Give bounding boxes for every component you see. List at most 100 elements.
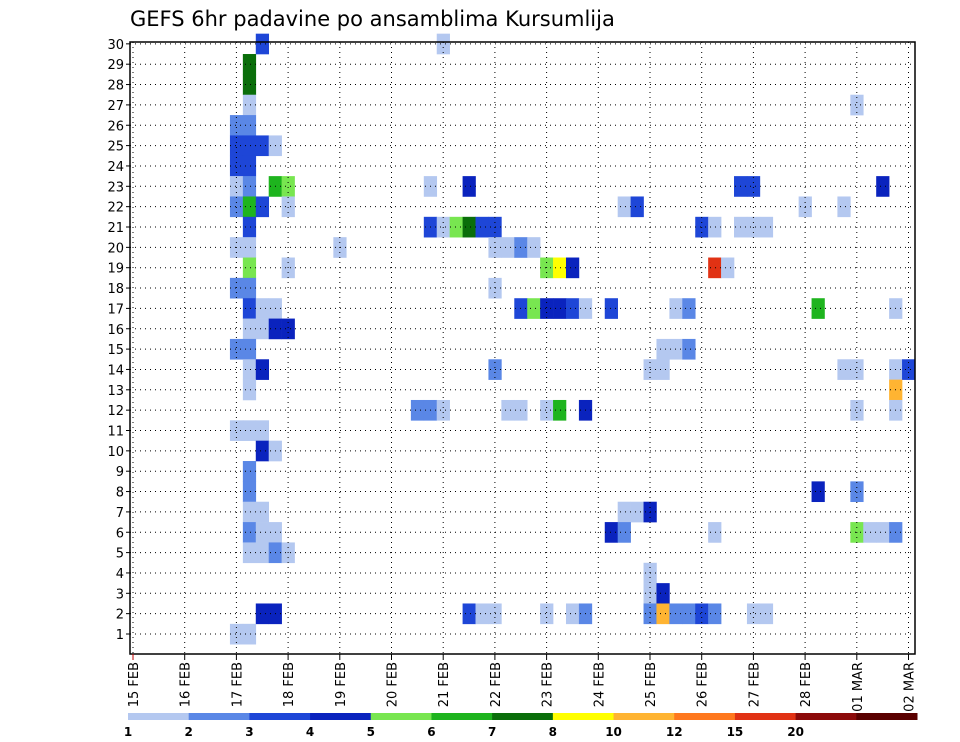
heatmap-cell [436, 399, 450, 421]
heatmap-cell [255, 603, 270, 625]
legend-label: 5 [367, 725, 375, 739]
legend-label: 6 [427, 725, 435, 739]
y-tick-label: 13 [107, 384, 124, 399]
heatmap-cell [281, 318, 295, 340]
heatmap-cell [540, 399, 554, 421]
y-tick-label: 21 [107, 221, 124, 236]
x-tick-label: 18 FEB [282, 662, 297, 707]
x-tick-label: 26 FEB [696, 662, 711, 707]
y-tick-label: 8 [116, 486, 124, 501]
heatmap-cell [565, 298, 580, 319]
heatmap-cell [721, 257, 735, 279]
y-tick-label: 3 [116, 587, 124, 602]
heatmap-cell [255, 359, 270, 380]
x-tick-label: 20 FEB [386, 662, 401, 707]
legend-swatch [674, 713, 736, 720]
heatmap-cell [501, 399, 515, 421]
y-tick-label: 14 [107, 363, 124, 378]
legend-label: 10 [605, 725, 622, 739]
heatmap-cell [229, 135, 244, 157]
x-axis-ticks: 15 FEB 16 FEB 17 FEB 18 FEB 19 FEB 20 FEB 21 F… [127, 654, 918, 712]
heatmap-cell [242, 420, 257, 441]
y-tick-label: 18 [107, 282, 124, 297]
heatmap-cell [229, 196, 244, 218]
heatmap-cell [850, 481, 864, 503]
y-tick-label: 20 [107, 241, 124, 256]
heatmap-cell [242, 522, 257, 543]
heatmap-cell [255, 298, 270, 319]
heatmap-cell [656, 603, 670, 625]
y-tick-label: 24 [107, 160, 124, 175]
heatmap-cell [811, 298, 825, 319]
heatmap-cell [540, 298, 554, 319]
heatmap-cell [242, 216, 257, 238]
legend-swatch [795, 713, 857, 720]
heatmap-cell [708, 216, 722, 238]
heatmap-cell [669, 338, 683, 360]
x-tick-label: 23 FEB [541, 662, 556, 707]
heatmap-cell [850, 359, 864, 380]
heatmap-cell [449, 216, 463, 238]
legend-swatch [310, 713, 372, 720]
heatmap-cell [682, 338, 696, 360]
y-tick-label: 17 [107, 302, 124, 317]
heatmap-cell [837, 196, 851, 218]
legend-label: 15 [727, 725, 744, 739]
heatmap-cell [255, 501, 270, 523]
heatmap-cell [746, 176, 761, 197]
heatmap-cell [242, 155, 257, 177]
heatmap-cell [669, 298, 683, 319]
legend-swatch [249, 713, 311, 720]
heatmap-cell [669, 603, 683, 625]
heatmap-cell [630, 196, 644, 218]
heatmap-cell [255, 318, 270, 340]
heatmap-cell [811, 481, 825, 503]
heatmap-cell [656, 583, 670, 604]
y-tick-label: 28 [107, 79, 124, 94]
y-tick-label: 23 [107, 180, 124, 195]
legend-label: 7 [488, 725, 496, 739]
heatmap-cell [242, 461, 257, 482]
x-tick-label: 02 MAR [903, 662, 918, 712]
heatmap-cell [255, 542, 270, 564]
x-tick-label: 21 FEB [437, 662, 452, 707]
heatmap-cell [255, 135, 270, 157]
y-tick-label: 9 [116, 465, 124, 480]
heatmap-cell [553, 257, 567, 279]
x-tick-label: 25 FEB [644, 662, 659, 707]
heatmap-cell [242, 196, 257, 218]
heatmap-cell [242, 379, 257, 401]
heatmap-cell [850, 94, 864, 116]
x-tick-label: 01 MAR [851, 662, 866, 712]
heatmap-cell [708, 257, 722, 279]
heatmap-cell [255, 33, 270, 55]
y-tick-label: 7 [116, 506, 124, 521]
legend-swatch [188, 713, 250, 720]
heatmap-cell [630, 501, 644, 523]
heatmap-cell [902, 359, 916, 380]
heatmap-cell [242, 257, 257, 279]
y-tick-label: 5 [116, 547, 124, 562]
heatmap-cell [759, 603, 774, 625]
heatmap-cell [229, 176, 244, 197]
heatmap-cell [617, 501, 631, 523]
x-tick-label: 24 FEB [592, 662, 607, 707]
y-tick-label: 26 [107, 119, 124, 134]
heatmap-cell [617, 522, 631, 543]
heatmap-cells [229, 33, 916, 645]
legend-label: 12 [666, 725, 683, 739]
heatmap-cell [436, 33, 450, 55]
heatmap-cell [656, 338, 670, 360]
heatmap-cell [553, 298, 567, 319]
y-tick-label: 4 [116, 567, 124, 582]
heatmap-cell [410, 399, 425, 421]
legend-swatch [431, 713, 493, 720]
heatmap-cell [281, 196, 295, 218]
legend-swatch [856, 713, 918, 720]
legend-swatch [128, 713, 190, 720]
legend-swatch [370, 713, 432, 720]
heatmap-cell [617, 196, 631, 218]
heatmap-cell [255, 196, 270, 218]
heatmap-cell [876, 522, 890, 543]
heatmap-cell [242, 94, 257, 116]
